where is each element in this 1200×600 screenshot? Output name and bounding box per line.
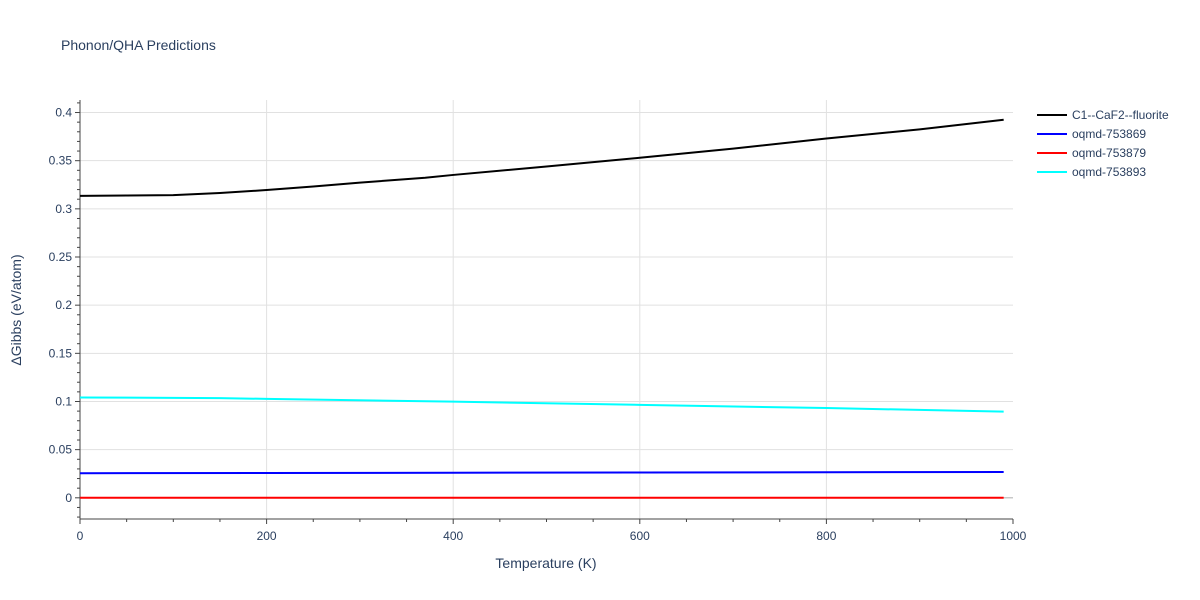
chart-title: Phonon/QHA Predictions	[61, 37, 216, 53]
legend-label: oqmd-753879	[1072, 146, 1146, 160]
plot-area	[79, 118, 1004, 499]
legend-label: oqmd-753869	[1072, 127, 1146, 141]
legend: C1--CaF2--fluorite oqmd-753869 oqmd-753879…	[1037, 108, 1169, 179]
y-axis-title: ΔGibbs (eV/atom)	[8, 254, 24, 365]
y-tick-label: 0.25	[49, 250, 73, 264]
y-tick-label: 0.3	[55, 202, 72, 216]
x-tick-label: 400	[443, 529, 463, 543]
y-tick-label: 0.4	[55, 106, 72, 120]
x-tick-label: 1000	[1000, 529, 1027, 543]
series-line-oqmd-753869	[79, 470, 1004, 475]
series-line-oqmd-753893	[79, 396, 1004, 413]
x-axis-title: Temperature (K)	[495, 555, 596, 571]
y-tick-label: 0	[65, 491, 72, 505]
x-tick-label: 800	[816, 529, 836, 543]
series-line-c1-caf2-fluorite	[79, 118, 1004, 197]
x-tick-label: 0	[77, 529, 84, 543]
y-tick-label: 0.1	[55, 394, 72, 408]
x-tick-label: 600	[630, 529, 650, 543]
legend-label: C1--CaF2--fluorite	[1072, 108, 1169, 122]
legend-label: oqmd-753893	[1072, 165, 1146, 179]
y-axis-ticks: 0 0.05 0.1 0.15 0.2 0.25 0.3 0.35 0.4	[49, 102, 80, 518]
y-tick-label: 0.2	[55, 298, 72, 312]
y-tick-label: 0.05	[49, 443, 73, 457]
y-tick-label: 0.15	[49, 346, 73, 360]
x-axis-ticks: 0 200 400 600 800 1000	[77, 519, 1027, 543]
x-tick-label: 200	[257, 529, 277, 543]
y-tick-label: 0.35	[49, 154, 73, 168]
